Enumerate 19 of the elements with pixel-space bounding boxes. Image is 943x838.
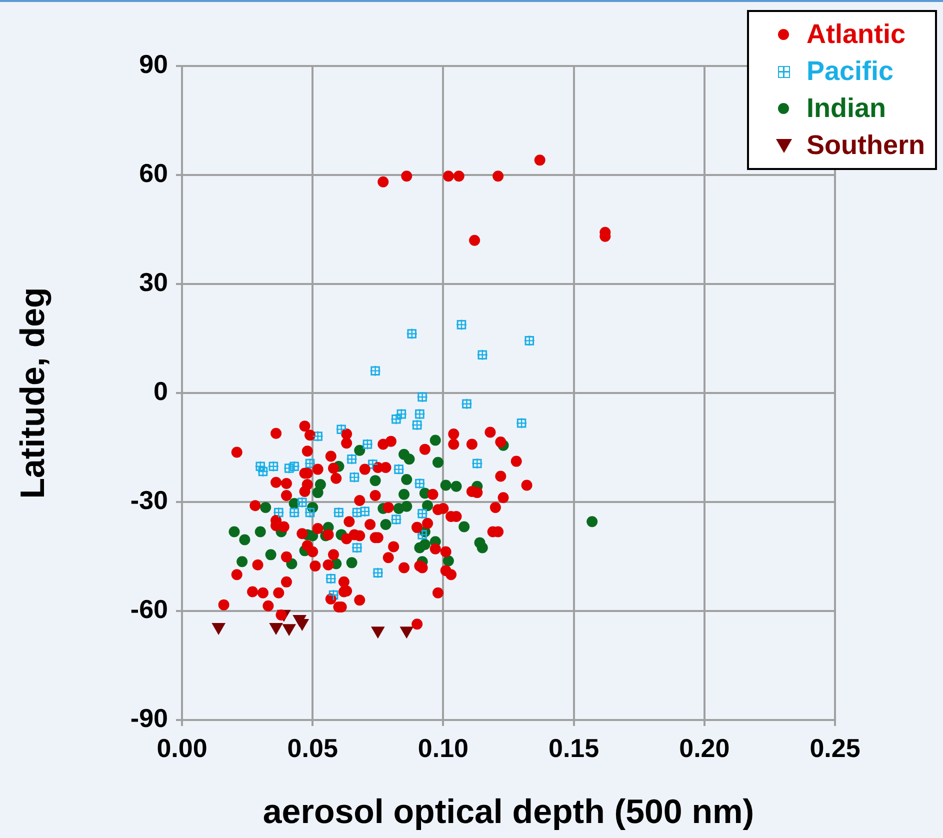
x-tick-label: 0.10 — [418, 732, 469, 763]
y-tick-label: -30 — [130, 485, 168, 516]
legend-label: Southern — [806, 130, 925, 161]
y-tick-label: 60 — [139, 158, 168, 188]
y-tick-label: -60 — [130, 594, 168, 624]
y-axis-title: Latitude, deg — [14, 287, 52, 499]
y-tick-label: 30 — [139, 267, 168, 298]
x-axis-title: aerosol optical depth (500 nm) — [262, 792, 754, 831]
y-tick-label: -90 — [130, 703, 168, 734]
x-tick-label: 0.15 — [548, 732, 600, 763]
legend-label: Pacific — [806, 56, 894, 87]
x-tick-label: 0.05 — [287, 732, 338, 763]
y-tick-label: 0 — [154, 376, 168, 406]
y-tick-label: 90 — [139, 49, 168, 80]
x-tick-label: 0.25 — [810, 732, 860, 763]
x-tick-label: 0.00 — [156, 732, 208, 763]
legend-label: Indian — [806, 93, 886, 124]
legend-label: Atlantic — [806, 19, 906, 50]
x-tick-label: 0.20 — [679, 732, 730, 763]
